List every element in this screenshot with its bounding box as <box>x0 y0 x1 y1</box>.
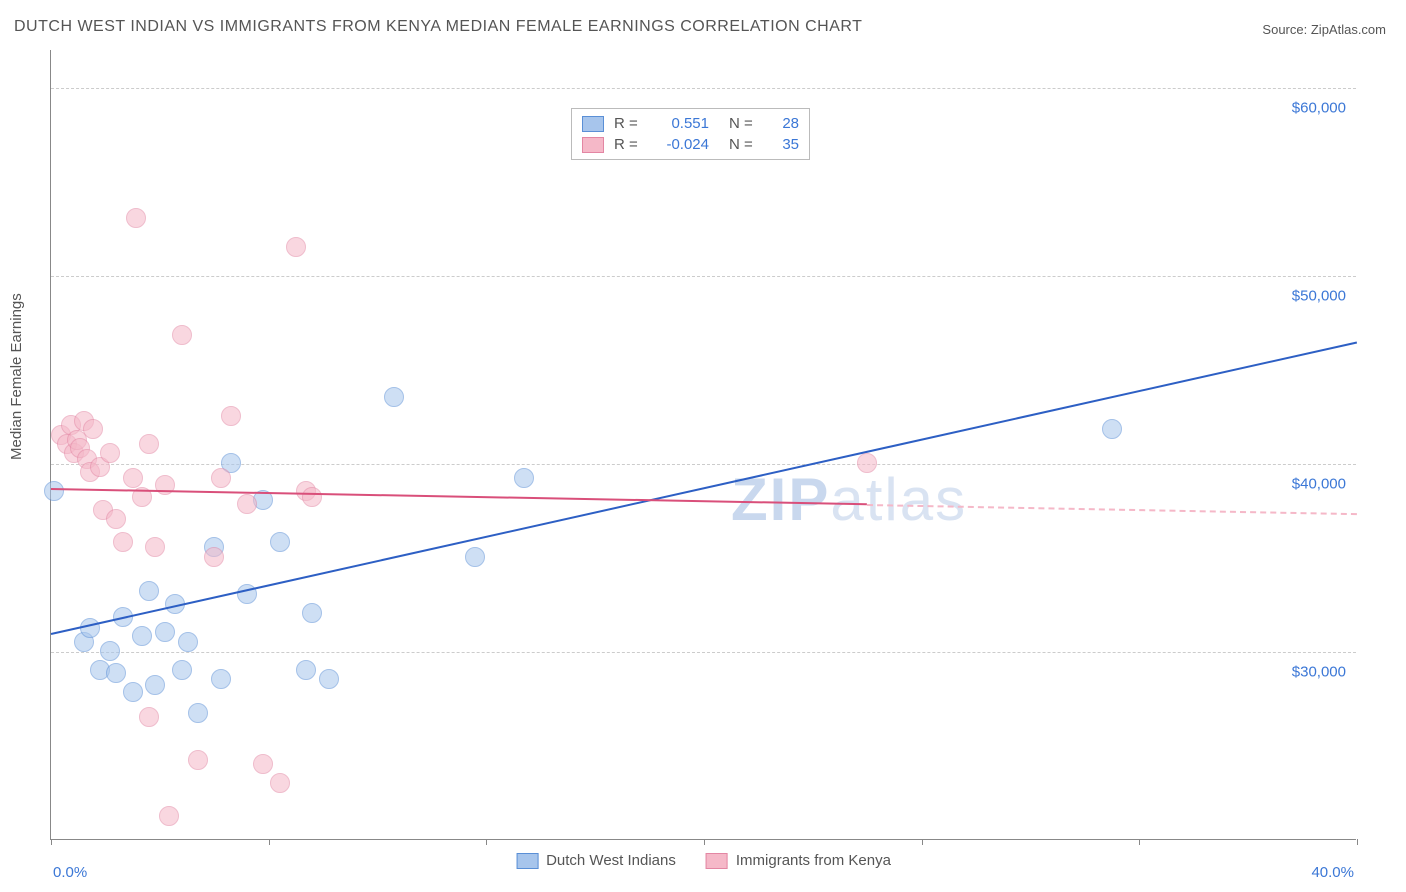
x-tick <box>269 839 270 845</box>
y-tick-label: $50,000 <box>1292 287 1346 304</box>
gridline <box>51 652 1356 653</box>
data-point-dwi <box>172 660 192 680</box>
x-tick <box>1139 839 1140 845</box>
data-point-kenya <box>139 707 159 727</box>
n-label: N = <box>729 136 759 153</box>
data-point-kenya <box>100 443 120 463</box>
data-point-dwi <box>145 675 165 695</box>
source-attribution: Source: ZipAtlas.com <box>1262 22 1386 37</box>
chart-plot-area: ZIPatlas R = 0.551 N = 28 R = -0.024 N =… <box>50 50 1356 840</box>
data-point-kenya <box>221 406 241 426</box>
x-tick-label: 0.0% <box>53 864 87 881</box>
data-point-kenya <box>172 325 192 345</box>
data-point-kenya <box>237 494 257 514</box>
data-point-kenya <box>113 532 133 552</box>
x-tick <box>1357 839 1358 845</box>
x-tick-label: 40.0% <box>1311 864 1354 881</box>
data-point-dwi <box>188 703 208 723</box>
data-point-dwi <box>211 669 231 689</box>
legend-swatch-dwi <box>516 853 538 869</box>
data-point-dwi <box>319 669 339 689</box>
correlation-legend-row: R = -0.024 N = 35 <box>582 134 799 155</box>
data-point-kenya <box>286 237 306 257</box>
watermark-atlas: atlas <box>830 466 967 533</box>
watermark: ZIPatlas <box>731 465 967 534</box>
legend-swatch-dwi <box>582 116 604 132</box>
gridline <box>51 464 1356 465</box>
data-point-dwi <box>100 641 120 661</box>
data-point-dwi <box>178 632 198 652</box>
data-point-kenya <box>126 208 146 228</box>
data-point-kenya <box>188 750 208 770</box>
series-legend: Dutch West Indians Immigrants from Kenya <box>516 852 891 869</box>
data-point-dwi <box>132 626 152 646</box>
data-point-dwi <box>465 547 485 567</box>
data-point-kenya <box>155 475 175 495</box>
gridline <box>51 276 1356 277</box>
data-point-kenya <box>253 754 273 774</box>
data-point-kenya <box>857 453 877 473</box>
x-tick <box>486 839 487 845</box>
legend-label-dwi: Dutch West Indians <box>546 852 676 869</box>
data-point-dwi <box>270 532 290 552</box>
data-point-kenya <box>123 468 143 488</box>
r-label: R = <box>614 115 644 132</box>
data-point-kenya <box>83 419 103 439</box>
source-link[interactable]: ZipAtlas.com <box>1311 22 1386 37</box>
trend-line-dwi <box>51 342 1357 635</box>
legend-swatch-kenya <box>582 137 604 153</box>
legend-label-kenya: Immigrants from Kenya <box>736 852 891 869</box>
r-label: R = <box>614 136 644 153</box>
data-point-dwi <box>514 468 534 488</box>
data-point-kenya <box>145 537 165 557</box>
data-point-dwi <box>384 387 404 407</box>
data-point-kenya <box>139 434 159 454</box>
y-axis-label: Median Female Earnings <box>8 293 25 460</box>
y-tick-label: $30,000 <box>1292 663 1346 680</box>
data-point-kenya <box>106 509 126 529</box>
data-point-dwi <box>139 581 159 601</box>
data-point-kenya <box>204 547 224 567</box>
n-value-dwi: 28 <box>769 115 799 132</box>
legend-item-dwi: Dutch West Indians <box>516 852 676 869</box>
x-tick <box>704 839 705 845</box>
legend-item-kenya: Immigrants from Kenya <box>706 852 891 869</box>
data-point-dwi <box>123 682 143 702</box>
n-value-kenya: 35 <box>769 136 799 153</box>
source-label: Source: <box>1262 22 1307 37</box>
n-label: N = <box>729 115 759 132</box>
data-point-dwi <box>1102 419 1122 439</box>
data-point-dwi <box>296 660 316 680</box>
data-point-dwi <box>155 622 175 642</box>
r-value-kenya: -0.024 <box>654 136 709 153</box>
data-point-kenya <box>159 806 179 826</box>
chart-title: DUTCH WEST INDIAN VS IMMIGRANTS FROM KEN… <box>14 18 862 36</box>
data-point-kenya <box>211 468 231 488</box>
correlation-legend-row: R = 0.551 N = 28 <box>582 113 799 134</box>
r-value-dwi: 0.551 <box>654 115 709 132</box>
y-tick-label: $40,000 <box>1292 475 1346 492</box>
correlation-legend: R = 0.551 N = 28 R = -0.024 N = 35 <box>571 108 810 160</box>
data-point-dwi <box>106 663 126 683</box>
data-point-kenya <box>270 773 290 793</box>
gridline <box>51 88 1356 89</box>
y-tick-label: $60,000 <box>1292 99 1346 116</box>
x-tick <box>51 839 52 845</box>
x-tick <box>922 839 923 845</box>
data-point-dwi <box>302 603 322 623</box>
data-point-kenya <box>302 487 322 507</box>
legend-swatch-kenya <box>706 853 728 869</box>
data-point-dwi <box>44 481 64 501</box>
watermark-zip: ZIP <box>731 466 830 533</box>
data-point-dwi <box>80 618 100 638</box>
